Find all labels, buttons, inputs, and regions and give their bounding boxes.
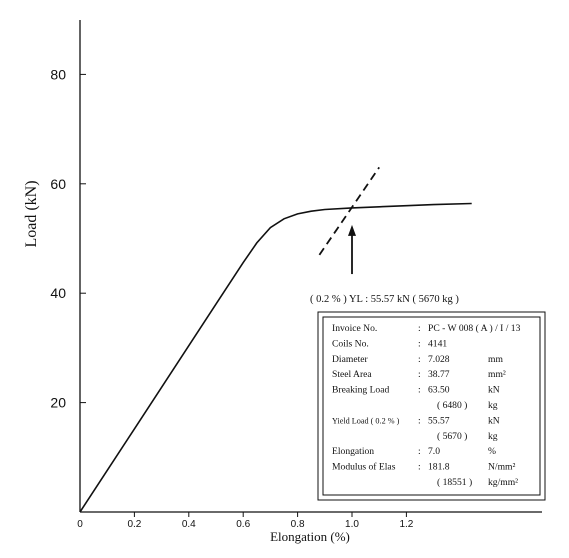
x-tick-label: 1.0 (345, 519, 359, 530)
info-value: ( 5670 ) (437, 431, 467, 442)
x-tick-label: 0.6 (236, 519, 250, 530)
info-label: Yield Load ( 0.2 % ) (332, 416, 400, 425)
load-elongation-curve (79, 202, 472, 513)
info-value: ( 6480 ) (437, 400, 467, 411)
info-sep: : (418, 446, 421, 457)
info-box-rows: Invoice No.: PC - W 008 ( A ) / I / 13 Coi… (332, 323, 521, 488)
info-value: 63.50 (428, 385, 450, 396)
y-ticks: 20 40 60 80 (50, 66, 86, 411)
info-label: Steel Area (332, 369, 372, 380)
y-tick-label: 40 (50, 285, 66, 301)
info-value: 4141 (428, 338, 447, 349)
info-value: 181.8 (428, 462, 450, 473)
info-label: Modulus of Elas (332, 462, 396, 473)
x-tick-label: 0.2 (127, 519, 141, 530)
info-unit: % (488, 446, 496, 457)
info-unit: kg/mm² (488, 477, 518, 488)
series-layer (79, 166, 472, 513)
info-value: PC - W 008 ( A ) / I / 13 (428, 323, 521, 334)
x-tick-label: 0.8 (291, 519, 305, 530)
y-tick-label: 80 (50, 66, 66, 82)
x-axis-label: Elongation (%) (270, 529, 350, 544)
y-axis-label: Load (kN) (23, 180, 40, 247)
info-value: 55.57 (428, 415, 450, 426)
info-value: 38.77 (428, 369, 450, 380)
y-tick-label: 60 (50, 176, 66, 192)
info-unit: mm² (488, 369, 506, 380)
info-value: 7.0 (428, 446, 440, 457)
info-value: ( 18551 ) (437, 477, 472, 488)
x-tick-label: 0.4 (182, 519, 196, 530)
info-box-outer (317, 311, 546, 501)
info-sep: : (418, 354, 421, 365)
info-sep: : (418, 462, 421, 473)
x-tick-label: 0 (77, 519, 83, 530)
info-label: Elongation (332, 446, 374, 457)
info-sep: : (418, 369, 421, 380)
info-unit: kg (488, 400, 498, 411)
info-label: Diameter (332, 354, 368, 365)
yield-label: ( 0.2 % ) YL : 55.57 kN ( 5670 kg ) (310, 294, 459, 305)
info-value: 7.028 (428, 354, 450, 365)
offset-line-0-2-percent (318, 166, 380, 256)
info-label: Invoice No. (332, 323, 377, 334)
info-sep: : (418, 323, 421, 334)
info-box-inner (322, 316, 541, 496)
y-tick-label: 20 (50, 395, 66, 411)
info-label: Breaking Load (332, 385, 389, 396)
info-unit: mm (488, 354, 503, 365)
info-label: Coils No. (332, 338, 369, 349)
info-unit: kg (488, 431, 498, 442)
info-sep: : (418, 385, 421, 396)
info-sep: : (418, 338, 421, 349)
yield-arrow-head (348, 224, 356, 236)
info-unit: kN (488, 385, 500, 396)
info-sep: : (418, 415, 421, 426)
info-unit: kN (488, 415, 500, 426)
x-ticks: 0 0.2 0.4 0.6 0.8 1.0 1.2 (77, 512, 414, 530)
info-unit: N/mm² (488, 462, 516, 473)
x-tick-label: 1.2 (399, 519, 413, 530)
